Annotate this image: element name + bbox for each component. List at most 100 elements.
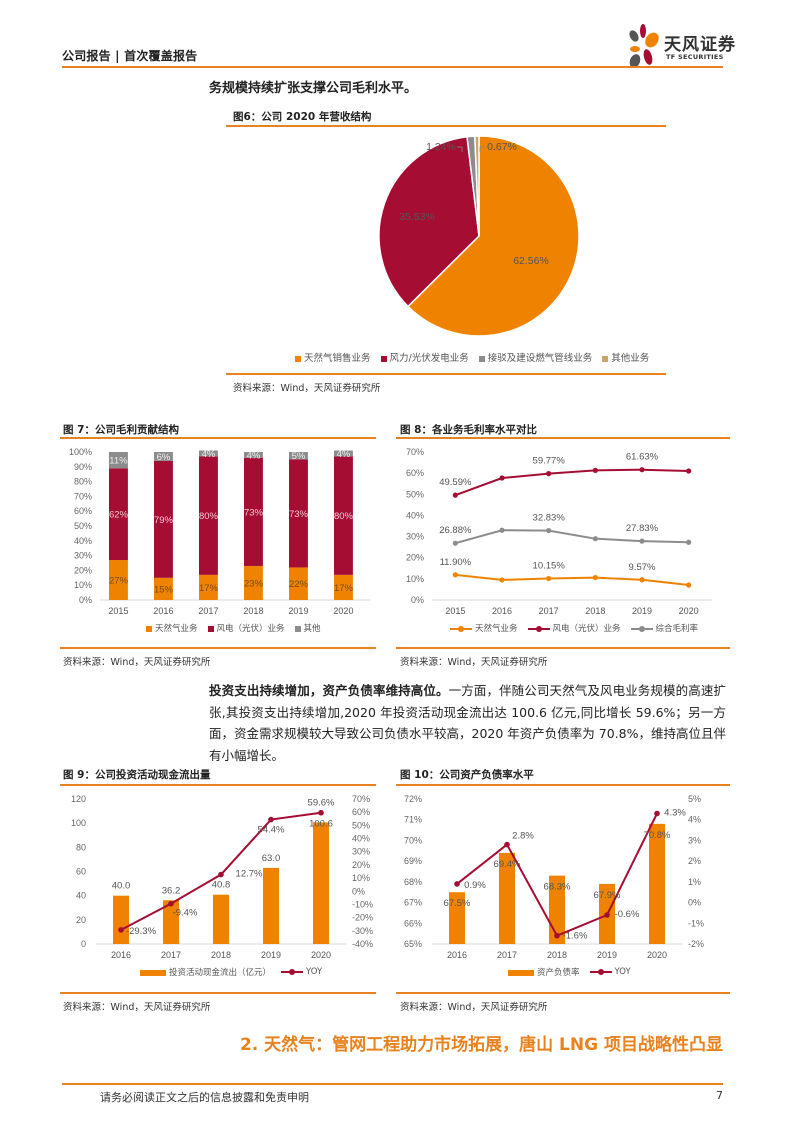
svg-text:9.57%: 9.57% [629,562,656,573]
svg-text:50%: 50% [352,820,370,830]
svg-text:-1.6%: -1.6% [563,931,588,942]
body-paragraph: 投资支出持续增加，资产负债率维持高位。一方面，伴随公司天然气及风电业务规模的高速… [209,680,726,766]
svg-text:4.3%: 4.3% [664,808,686,819]
legend-swatch-icon [295,355,301,362]
svg-text:60: 60 [76,867,86,877]
legend-line-marker-icon [630,625,653,632]
fig6-top-rule [226,125,666,127]
svg-text:17%: 17% [199,583,219,594]
legend-line-marker-icon [450,625,472,632]
svg-text:20%: 20% [352,860,370,870]
fig9-top-rule [60,784,376,786]
svg-text:66%: 66% [404,918,422,928]
svg-text:2018: 2018 [585,606,605,616]
svg-text:-10%: -10% [352,899,373,909]
fig7-source: 资料来源：Wind，天风证券研究所 [63,657,211,668]
svg-text:2017: 2017 [497,950,517,960]
svg-text:4%: 4% [688,815,701,825]
legend-item: 其他 [294,622,321,634]
lead-sentence: 务规模持续扩张支撑公司毛利水平。 [209,81,418,96]
fig7-stacked-bar-chart: 0% 10% 20% 30% 40% 50% 60% 70% 80% 90% 100% 27% 62% 1… [69,447,370,616]
svg-text:22%: 22% [289,579,309,590]
legend-line-marker-icon [527,625,550,632]
svg-text:70%: 70% [352,794,370,804]
fig8-bottom-rule [396,647,730,649]
fig9-combo-chart: 0 20 40 60 80 100 120 -40% -30% -20% -10% 0% 10% 20% 3… [71,794,373,960]
svg-text:15%: 15% [154,584,174,595]
svg-text:3%: 3% [688,835,701,845]
legend-item: 风电（光伏）业务 [207,622,285,634]
svg-text:67%: 67% [404,898,422,908]
svg-text:69%: 69% [404,856,422,866]
svg-text:27.83%: 27.83% [626,523,659,534]
logo-text-cn: 天风证券 [664,35,736,55]
svg-text:2017: 2017 [161,950,181,960]
fig10-title: 图 10：公司资产负债率水平 [400,769,534,781]
svg-text:69.4%: 69.4% [494,859,521,870]
svg-text:2017: 2017 [198,606,218,616]
svg-text:23%: 23% [244,578,264,589]
svg-text:2017: 2017 [539,606,559,616]
svg-text:-30%: -30% [352,926,373,936]
pie-slice-wind-solar [378,135,480,308]
svg-text:5%: 5% [688,794,701,804]
svg-text:30%: 30% [74,551,92,561]
legend-swatch-icon [207,625,214,632]
svg-text:30%: 30% [352,847,370,857]
svg-text:0: 0 [81,939,86,949]
fig9-source: 资料来源：Wind，天风证券研究所 [63,1002,211,1013]
svg-text:-0.6%: -0.6% [615,909,640,920]
svg-text:2015: 2015 [445,606,465,616]
fig10-top-rule [396,784,730,786]
fig10-combo-chart: 65% 66% 67% 68% 69% 70% 71% 72% -2% -1% 0% 1% 2% 3% 4%… [404,794,704,960]
fig7-top-rule [60,437,376,439]
svg-text:60%: 60% [74,506,92,516]
svg-text:30%: 30% [406,532,424,542]
svg-text:80%: 80% [334,511,354,522]
svg-text:72%: 72% [404,794,422,804]
svg-text:50%: 50% [74,521,92,531]
svg-text:2019: 2019 [288,606,308,616]
fig10-legend: 资产负债率 YOY [508,966,631,978]
svg-text:10%: 10% [352,873,370,883]
svg-text:65%: 65% [404,939,422,949]
svg-text:-20%: -20% [352,913,373,923]
fig7-title: 图 7：公司毛利贡献结构 [63,424,179,436]
svg-text:80%: 80% [74,477,92,487]
svg-text:27%: 27% [109,576,129,587]
fig8-line-chart: 0% 10% 20% 30% 40% 50% 60% 70% 11.90% 10.15% 9.57%… [406,447,712,616]
svg-text:0%: 0% [352,886,365,896]
svg-text:10.15%: 10.15% [533,561,566,572]
pie-slice-gas-sales [406,135,580,337]
svg-text:54.4%: 54.4% [258,825,285,836]
fig10-source: 资料来源：Wind，天风证券研究所 [400,1002,548,1013]
legend-item: 资产负债率 [508,966,580,978]
svg-text:2020: 2020 [647,950,667,960]
svg-text:12.7%: 12.7% [236,869,263,880]
svg-text:2019: 2019 [261,950,281,960]
svg-text:73%: 73% [289,509,309,520]
svg-text:2018: 2018 [211,950,231,960]
svg-text:49.59%: 49.59% [439,477,472,488]
tf-securities-logo: 天风证券 TF SECURITIES [626,24,736,70]
fig6-source: 资料来源：Wind，天风证券研究所 [233,383,381,394]
logo-text-en: TF SECURITIES [666,53,724,61]
legend-swatch-icon [294,625,301,632]
svg-text:1%: 1% [688,877,701,887]
svg-text:0%: 0% [79,595,92,605]
svg-text:2016: 2016 [492,606,512,616]
fig7-bottom-rule [60,647,376,649]
footer-divider [62,1083,723,1085]
fig9-bottom-rule [60,992,376,994]
svg-text:40%: 40% [74,536,92,546]
svg-text:40%: 40% [406,510,424,520]
fig9-title: 图 9：公司投资活动现金流出量 [63,769,211,781]
svg-text:2016: 2016 [111,950,131,960]
svg-text:17%: 17% [334,583,354,594]
legend-swatch-icon [146,625,152,632]
svg-text:11.90%: 11.90% [440,557,472,568]
legend-item: YOY [281,967,322,977]
legend-item: 风力/光伏发电业务 [380,350,469,364]
fig10-bottom-rule [396,992,730,994]
svg-text:100.6: 100.6 [309,818,333,829]
